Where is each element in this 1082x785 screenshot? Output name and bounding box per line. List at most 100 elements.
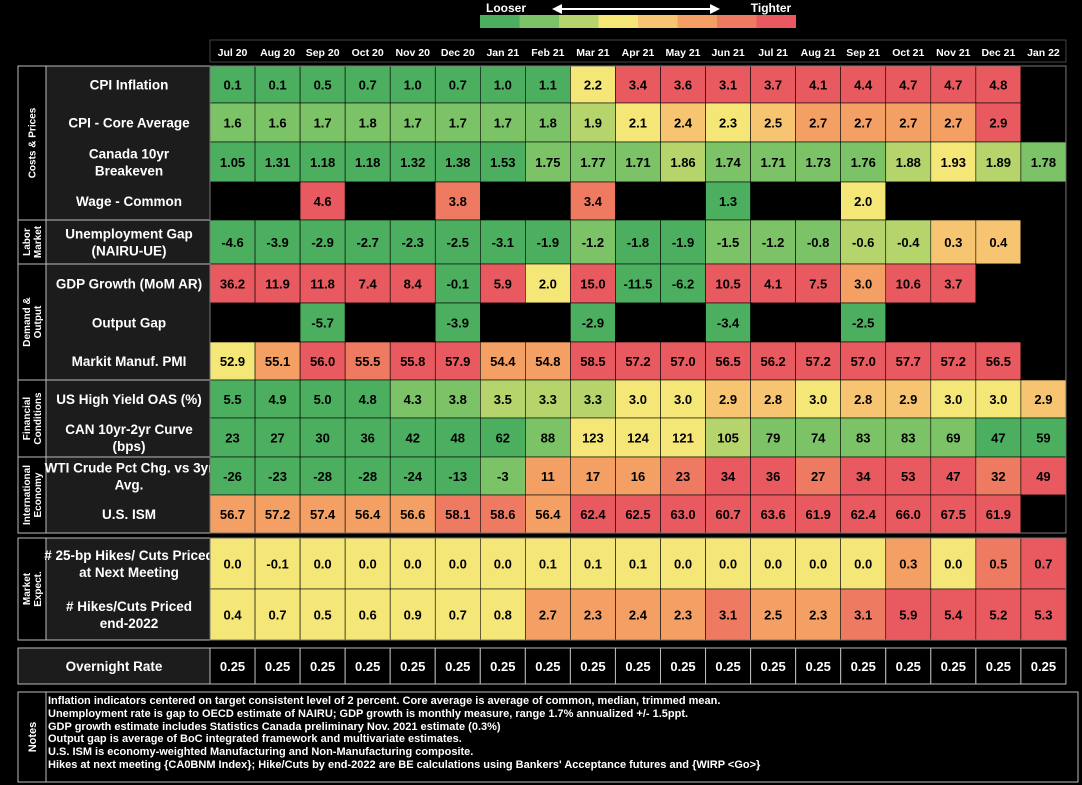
cell-value: 48: [451, 431, 465, 446]
heatmap-cell: [209, 263, 256, 304]
legend-swatch: [677, 15, 717, 28]
cell-value: 2.7: [854, 116, 872, 131]
overnight-cell: [750, 647, 797, 685]
cell-value: 56.0: [310, 354, 335, 369]
heatmap-cell: [930, 341, 977, 381]
heatmap-cell: [479, 181, 526, 221]
cell-value: 2.4: [674, 116, 693, 131]
cell-value: 1.0: [404, 78, 422, 93]
heatmap-cell: [885, 379, 932, 419]
heatmap-cell: [254, 417, 301, 458]
heatmap-cell: [795, 219, 842, 265]
cell-value: 36: [766, 469, 780, 484]
cell-value: 0.3: [944, 235, 962, 250]
heatmap-cell: [660, 141, 706, 183]
cell-value: 58.6: [490, 507, 515, 522]
group-label: Costs & Prices: [28, 107, 39, 178]
heatmap-cell: [1020, 65, 1067, 104]
group-label: International: [22, 465, 33, 525]
heatmap-cell: [840, 537, 887, 590]
heatmap-cell: [660, 302, 706, 343]
heatmap-cell: [660, 263, 706, 304]
cell-value: 5.2: [989, 608, 1007, 623]
cell-value: 47: [946, 469, 960, 484]
heatmap-cell: [254, 65, 301, 104]
heatmap-cell: [209, 494, 256, 534]
heatmap-cell: [570, 181, 616, 221]
heatmap-cell: [795, 417, 842, 458]
heatmap-cell: [525, 102, 571, 143]
cell-value: 1.6: [223, 116, 241, 131]
cell-value: 4.3: [404, 392, 422, 407]
cell-value: 2.7: [944, 116, 962, 131]
heatmap-cell: [615, 588, 661, 641]
heatmap-cell: [479, 141, 526, 183]
heatmap-cell: [840, 379, 887, 419]
heatmap-cell: [1020, 263, 1067, 304]
cell-value: 2.5: [764, 116, 782, 131]
heatmap-cell: [479, 379, 526, 419]
cell-value: -28: [313, 469, 332, 484]
cell-value: -2.9: [582, 316, 604, 331]
legend-arrow-left-icon: [552, 4, 562, 14]
cell-value: 4.6: [314, 194, 332, 209]
cell-value: 0.7: [449, 78, 467, 93]
overnight-cell: [479, 647, 526, 685]
cell-value: 1.89: [986, 155, 1011, 170]
heatmap-cell: [840, 102, 887, 143]
overnight-cell: [434, 647, 481, 685]
cell-value: 10.6: [896, 277, 921, 292]
heatmap-cell: [570, 379, 616, 419]
heatmap-cell: [840, 219, 887, 265]
cell-value: 0.7: [359, 78, 377, 93]
cell-value: 3.1: [719, 608, 737, 623]
row-label: at Next Meeting: [79, 565, 179, 580]
heatmap-cell: [254, 219, 301, 265]
heatmap-cell: [975, 219, 1022, 265]
cell-value: 1.05: [220, 155, 245, 170]
overnight-value: 0.25: [535, 659, 560, 674]
cell-value: 0.1: [539, 557, 557, 572]
cell-value: 63.6: [760, 507, 785, 522]
heatmap-cell: [930, 379, 977, 419]
heatmap-cell: [615, 537, 661, 590]
overnight-value: 0.25: [220, 659, 245, 674]
heatmap-cell: [344, 263, 391, 304]
cell-value: 57.2: [265, 507, 290, 522]
row-label: CPI - Core Average: [68, 116, 190, 131]
heatmap-cell: [930, 65, 977, 104]
cell-value: 34: [856, 469, 871, 484]
group-label-box: [17, 456, 47, 534]
cell-value: 4.8: [359, 392, 377, 407]
row-label-panel: [45, 537, 211, 641]
group-label: Market: [33, 225, 44, 258]
heatmap-cell: [750, 141, 796, 183]
cell-value: 32: [991, 469, 1005, 484]
heatmap-cell: [1020, 102, 1067, 143]
heatmap-cell: [930, 494, 977, 534]
overnight-value: 0.25: [625, 659, 650, 674]
cell-value: 0.0: [359, 557, 377, 572]
cell-value: 49: [1036, 469, 1050, 484]
cell-value: -2.5: [447, 235, 469, 250]
heatmap-cell: [930, 302, 977, 343]
cell-value: 0.1: [269, 78, 287, 93]
cell-value: 2.7: [899, 116, 917, 131]
cell-value: 0.5: [989, 557, 1007, 572]
heatmap-cell: [479, 494, 526, 534]
heatmap-cell: [615, 456, 661, 496]
heatmap-cell: [615, 341, 661, 381]
note-line: GDP growth estimate includes Statistics …: [48, 720, 501, 733]
notes-text: Inflation indicators centered on target …: [48, 695, 1078, 772]
heatmap-cell: [299, 219, 346, 265]
cell-value: -2.9: [311, 235, 333, 250]
cell-value: 2.3: [674, 608, 692, 623]
cell-value: 2.8: [764, 392, 782, 407]
cell-value: 5.9: [899, 608, 917, 623]
cell-value: 2.4: [629, 608, 648, 623]
cell-value: 121: [672, 431, 694, 446]
overnight-value: 0.25: [490, 659, 515, 674]
cell-value: 2.9: [989, 116, 1007, 131]
heatmap-cell: [975, 588, 1022, 641]
cell-value: 57.4: [310, 507, 336, 522]
